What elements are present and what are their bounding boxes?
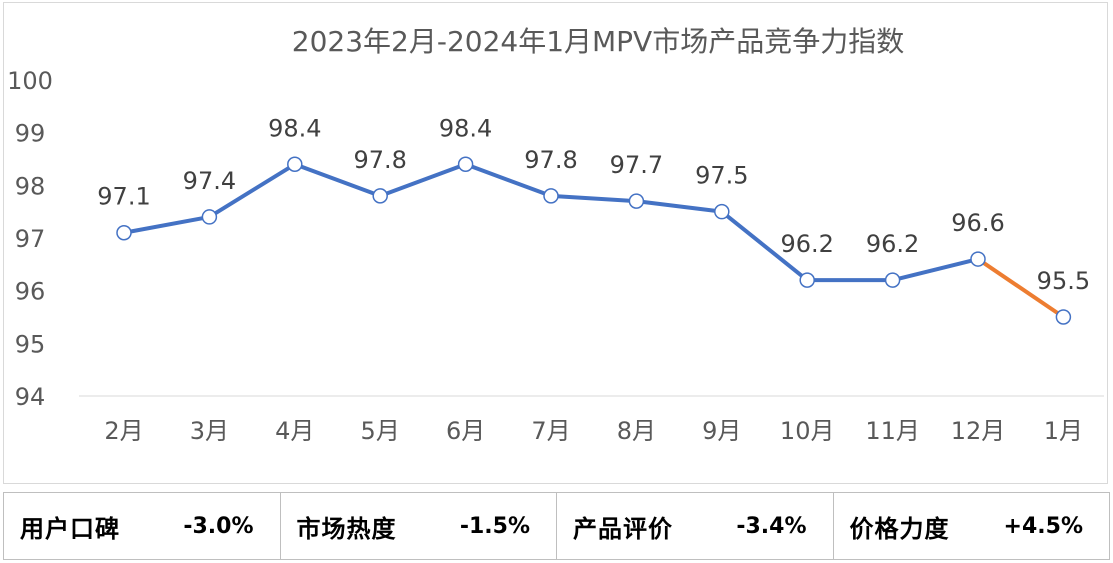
metric-user-reputation: 用户口碑 -3.0% [4, 493, 281, 559]
data-point [116, 224, 132, 241]
data-point [543, 188, 559, 204]
metric-name: 市场热度 [296, 514, 397, 543]
x-tick-label: 7月 [531, 417, 570, 445]
x-tick-label: 11月 [865, 417, 920, 445]
x-tick-label: 4月 [275, 417, 314, 445]
y-tick-label: 95 [15, 330, 46, 358]
metric-product-review: 产品评价 -3.4% [557, 493, 834, 559]
data-point [287, 156, 303, 173]
data-point [970, 251, 986, 267]
metric-value: -1.5% [459, 513, 530, 539]
x-tick-label: 2月 [104, 417, 143, 445]
metric-name: 价格力度 [849, 514, 950, 543]
line-chart: 2023年2月-2024年1月MPV市场产品竞争力指数 94 95 96 97 98 99… [7, 25, 1104, 445]
data-label: 98.4 [268, 114, 321, 142]
data-label: 97.8 [524, 146, 577, 174]
x-tick-label: 10月 [780, 417, 835, 445]
data-label: 98.4 [439, 114, 492, 142]
data-point [457, 156, 474, 173]
metric-value: -3.4% [736, 513, 807, 539]
data-label: 97.1 [97, 183, 150, 211]
data-point [714, 203, 730, 220]
data-point [628, 193, 645, 209]
y-tick-label: 98 [15, 172, 46, 200]
x-tick-label: 5月 [361, 417, 400, 445]
data-label: 96.2 [866, 230, 919, 258]
data-label: 96.6 [951, 209, 1004, 237]
metric-market-heat: 市场热度 -1.5% [281, 493, 557, 559]
chart-container: 2023年2月-2024年1月MPV市场产品竞争力指数 94 95 96 97 98 99… [3, 2, 1108, 484]
data-label: 96.2 [780, 230, 833, 258]
metric-price-strength: 价格力度 +4.5% [834, 493, 1110, 559]
y-tick-label: 94 [15, 383, 46, 411]
metric-name: 用户口碑 [20, 514, 120, 543]
metric-value: -3.0% [183, 513, 254, 539]
data-point [201, 209, 218, 225]
data-label: 97.5 [695, 162, 748, 190]
data-point [884, 272, 901, 288]
x-tick-label: 12月 [951, 417, 1006, 445]
data-point [372, 188, 388, 204]
x-tick-label: 8月 [617, 417, 656, 445]
y-tick-label: 96 [15, 278, 46, 306]
data-point [1055, 309, 1072, 325]
data-label: 97.7 [610, 151, 663, 179]
data-label: 97.4 [183, 167, 236, 195]
x-tick-label: 6月 [446, 417, 485, 445]
data-point [799, 272, 815, 288]
y-tick-label: 100 [7, 67, 53, 95]
data-label: 95.5 [1037, 267, 1090, 295]
y-tick-label: 99 [15, 120, 46, 148]
data-label: 97.8 [353, 146, 406, 174]
x-tick-label: 3月 [190, 417, 229, 445]
summary-bar: 用户口碑 -3.0% 市场热度 -1.5% 产品评价 -3.4% 价格力度 +4… [3, 492, 1110, 560]
series-line-last-segment [976, 257, 1066, 319]
x-tick-label: 1月 [1044, 417, 1083, 445]
x-tick-label: 9月 [702, 417, 741, 445]
metric-value: +4.5% [1003, 513, 1083, 539]
metric-name: 产品评价 [573, 514, 673, 543]
chart-title: 2023年2月-2024年1月MPV市场产品竞争力指数 [292, 25, 904, 58]
y-tick-label: 97 [15, 225, 46, 253]
